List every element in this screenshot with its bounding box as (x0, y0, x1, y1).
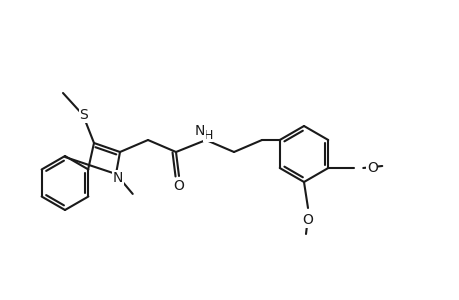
Text: S: S (79, 108, 88, 122)
Text: N: N (112, 171, 123, 185)
Text: O: O (173, 179, 184, 193)
Text: N: N (195, 124, 205, 138)
Text: O: O (366, 161, 377, 175)
Text: H: H (203, 128, 212, 142)
Text: O: O (302, 213, 313, 227)
